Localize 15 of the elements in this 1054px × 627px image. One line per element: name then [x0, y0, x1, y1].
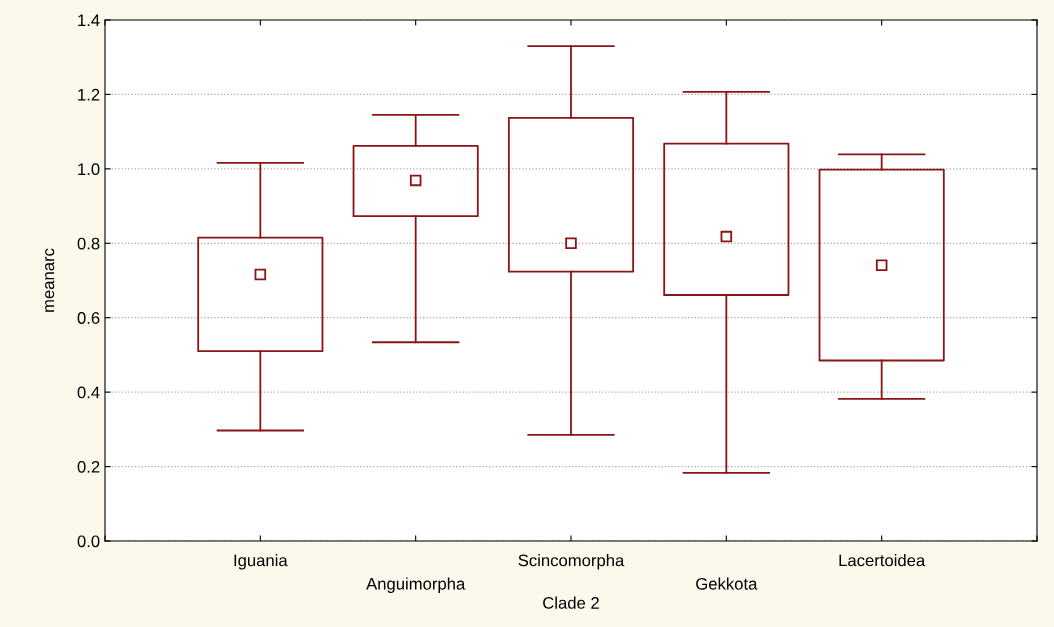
- y-tick-label: 1.0: [78, 163, 100, 176]
- y-tick-label: 0.2: [77, 460, 100, 473]
- x-tick-label: Lacertoidea: [839, 554, 926, 567]
- x-tick-label: Iguania: [234, 554, 288, 570]
- y-axis-title: meanarc: [45, 248, 55, 312]
- x-tick-label: Gekkota: [696, 577, 758, 590]
- x-axis-title: Clade 2: [543, 596, 599, 609]
- y-tick-label: 0.4: [77, 386, 100, 399]
- y-tick-label: 1.4: [78, 14, 100, 27]
- y-tick-label: 1.2: [78, 88, 100, 101]
- y-tick-label: 0.0: [77, 535, 100, 548]
- x-tick-label: Anguimorpha: [366, 577, 466, 594]
- y-tick-label: 0.8: [77, 237, 100, 250]
- x-tick-label: Scincomorpha: [518, 554, 625, 570]
- y-tick-label: 0.6: [77, 312, 100, 324]
